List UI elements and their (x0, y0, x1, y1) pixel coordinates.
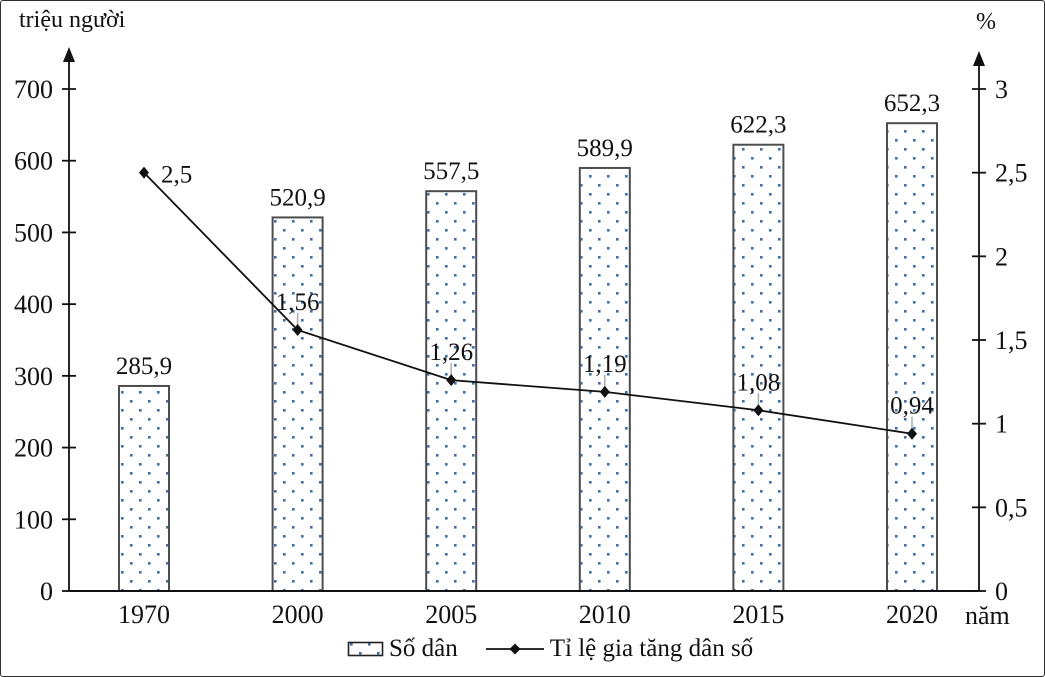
x-axis-year-label: 1970 (118, 600, 170, 629)
legend-label-population: Số dân (389, 635, 458, 662)
line-point-marker (599, 385, 610, 398)
left-axis-tick-label: 0 (40, 577, 53, 606)
bar-value-label: 589,9 (577, 135, 633, 162)
line-value-label: 1,08 (737, 369, 781, 396)
bar-2000 (271, 216, 324, 593)
bar-value-label: 557,5 (423, 158, 479, 185)
line-value-label: 1,56 (276, 289, 320, 316)
line-point-marker (753, 404, 764, 417)
right-axis-tick-label: 1 (995, 410, 1008, 439)
growth-rate-line (143, 172, 913, 435)
x-axis-year-label: 2020 (886, 600, 938, 629)
x-axis-year-label: 2015 (732, 600, 784, 629)
line-value-label: 2,5 (161, 162, 192, 189)
line-value-label: 1,26 (429, 339, 473, 366)
left-axis-tick-label: 600 (14, 147, 53, 176)
bar-1970 (118, 384, 170, 593)
x-axis-year-label: 2000 (272, 600, 324, 629)
left-axis-tick-label: 400 (14, 290, 53, 319)
bar-value-label: 520,9 (269, 184, 325, 211)
bar-value-label: 285,9 (116, 353, 172, 380)
legend-item-growth-rate: Tỉ lệ gia tăng dân số (484, 635, 753, 663)
right-axis-unit-label: % (976, 9, 996, 35)
right-axis-tick-label: 2 (995, 242, 1008, 271)
line-legend-swatch-icon (485, 643, 544, 655)
right-axis-tick-label: 0,5 (995, 493, 1028, 522)
bar-value-label: 622,3 (730, 112, 786, 139)
bar-2020 (886, 122, 938, 593)
x-axis-year-label: 2010 (579, 600, 631, 629)
bar-legend-swatch-icon (347, 641, 384, 657)
right-axis-arrow-icon (973, 51, 985, 66)
left-axis-unit-label: triệu người (19, 7, 126, 33)
right-axis-tick-label: 1,5 (995, 326, 1028, 355)
line-point-marker (139, 166, 149, 179)
bar-2005 (425, 190, 478, 592)
left-axis-arrow-icon (63, 47, 75, 62)
right-axis-tick-label: 0 (995, 577, 1008, 606)
line-value-label: 0,94 (890, 393, 934, 420)
bar-2015 (732, 143, 785, 593)
left-axis-tick-label: 100 (14, 505, 53, 534)
left-axis-tick-label: 300 (14, 362, 53, 391)
x-axis-year-label: 2005 (425, 600, 477, 629)
left-axis-tick-label: 200 (14, 434, 53, 463)
line-value-label: 1,19 (583, 351, 627, 378)
right-axis-tick-label: 3 (995, 75, 1008, 104)
right-axis-tick-label: 2,5 (995, 159, 1028, 188)
line-point-marker (446, 374, 457, 387)
legend-label-growth-rate: Tỉ lệ gia tăng dân số (549, 635, 754, 662)
chart-legend: Số dân Tỉ lệ gia tăng dân số (347, 635, 753, 663)
x-axis-title: năm (965, 601, 1010, 630)
left-axis-tick-label: 700 (14, 75, 53, 104)
left-axis-tick-label: 500 (14, 218, 53, 247)
bar-value-label: 652,3 (884, 90, 940, 117)
line-point-marker (292, 323, 303, 336)
line-point-marker (907, 427, 917, 440)
